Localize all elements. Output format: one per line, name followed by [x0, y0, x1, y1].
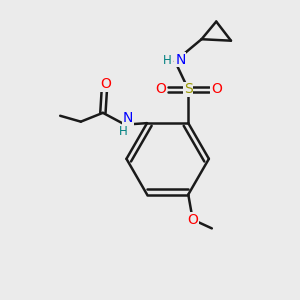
Text: O: O	[211, 82, 222, 96]
Text: S: S	[184, 82, 193, 96]
Text: H: H	[162, 54, 171, 67]
Text: O: O	[155, 82, 166, 96]
Text: H: H	[119, 125, 128, 139]
Text: O: O	[187, 213, 198, 226]
Text: N: N	[123, 111, 133, 125]
Text: N: N	[175, 52, 185, 67]
Text: O: O	[100, 77, 111, 91]
